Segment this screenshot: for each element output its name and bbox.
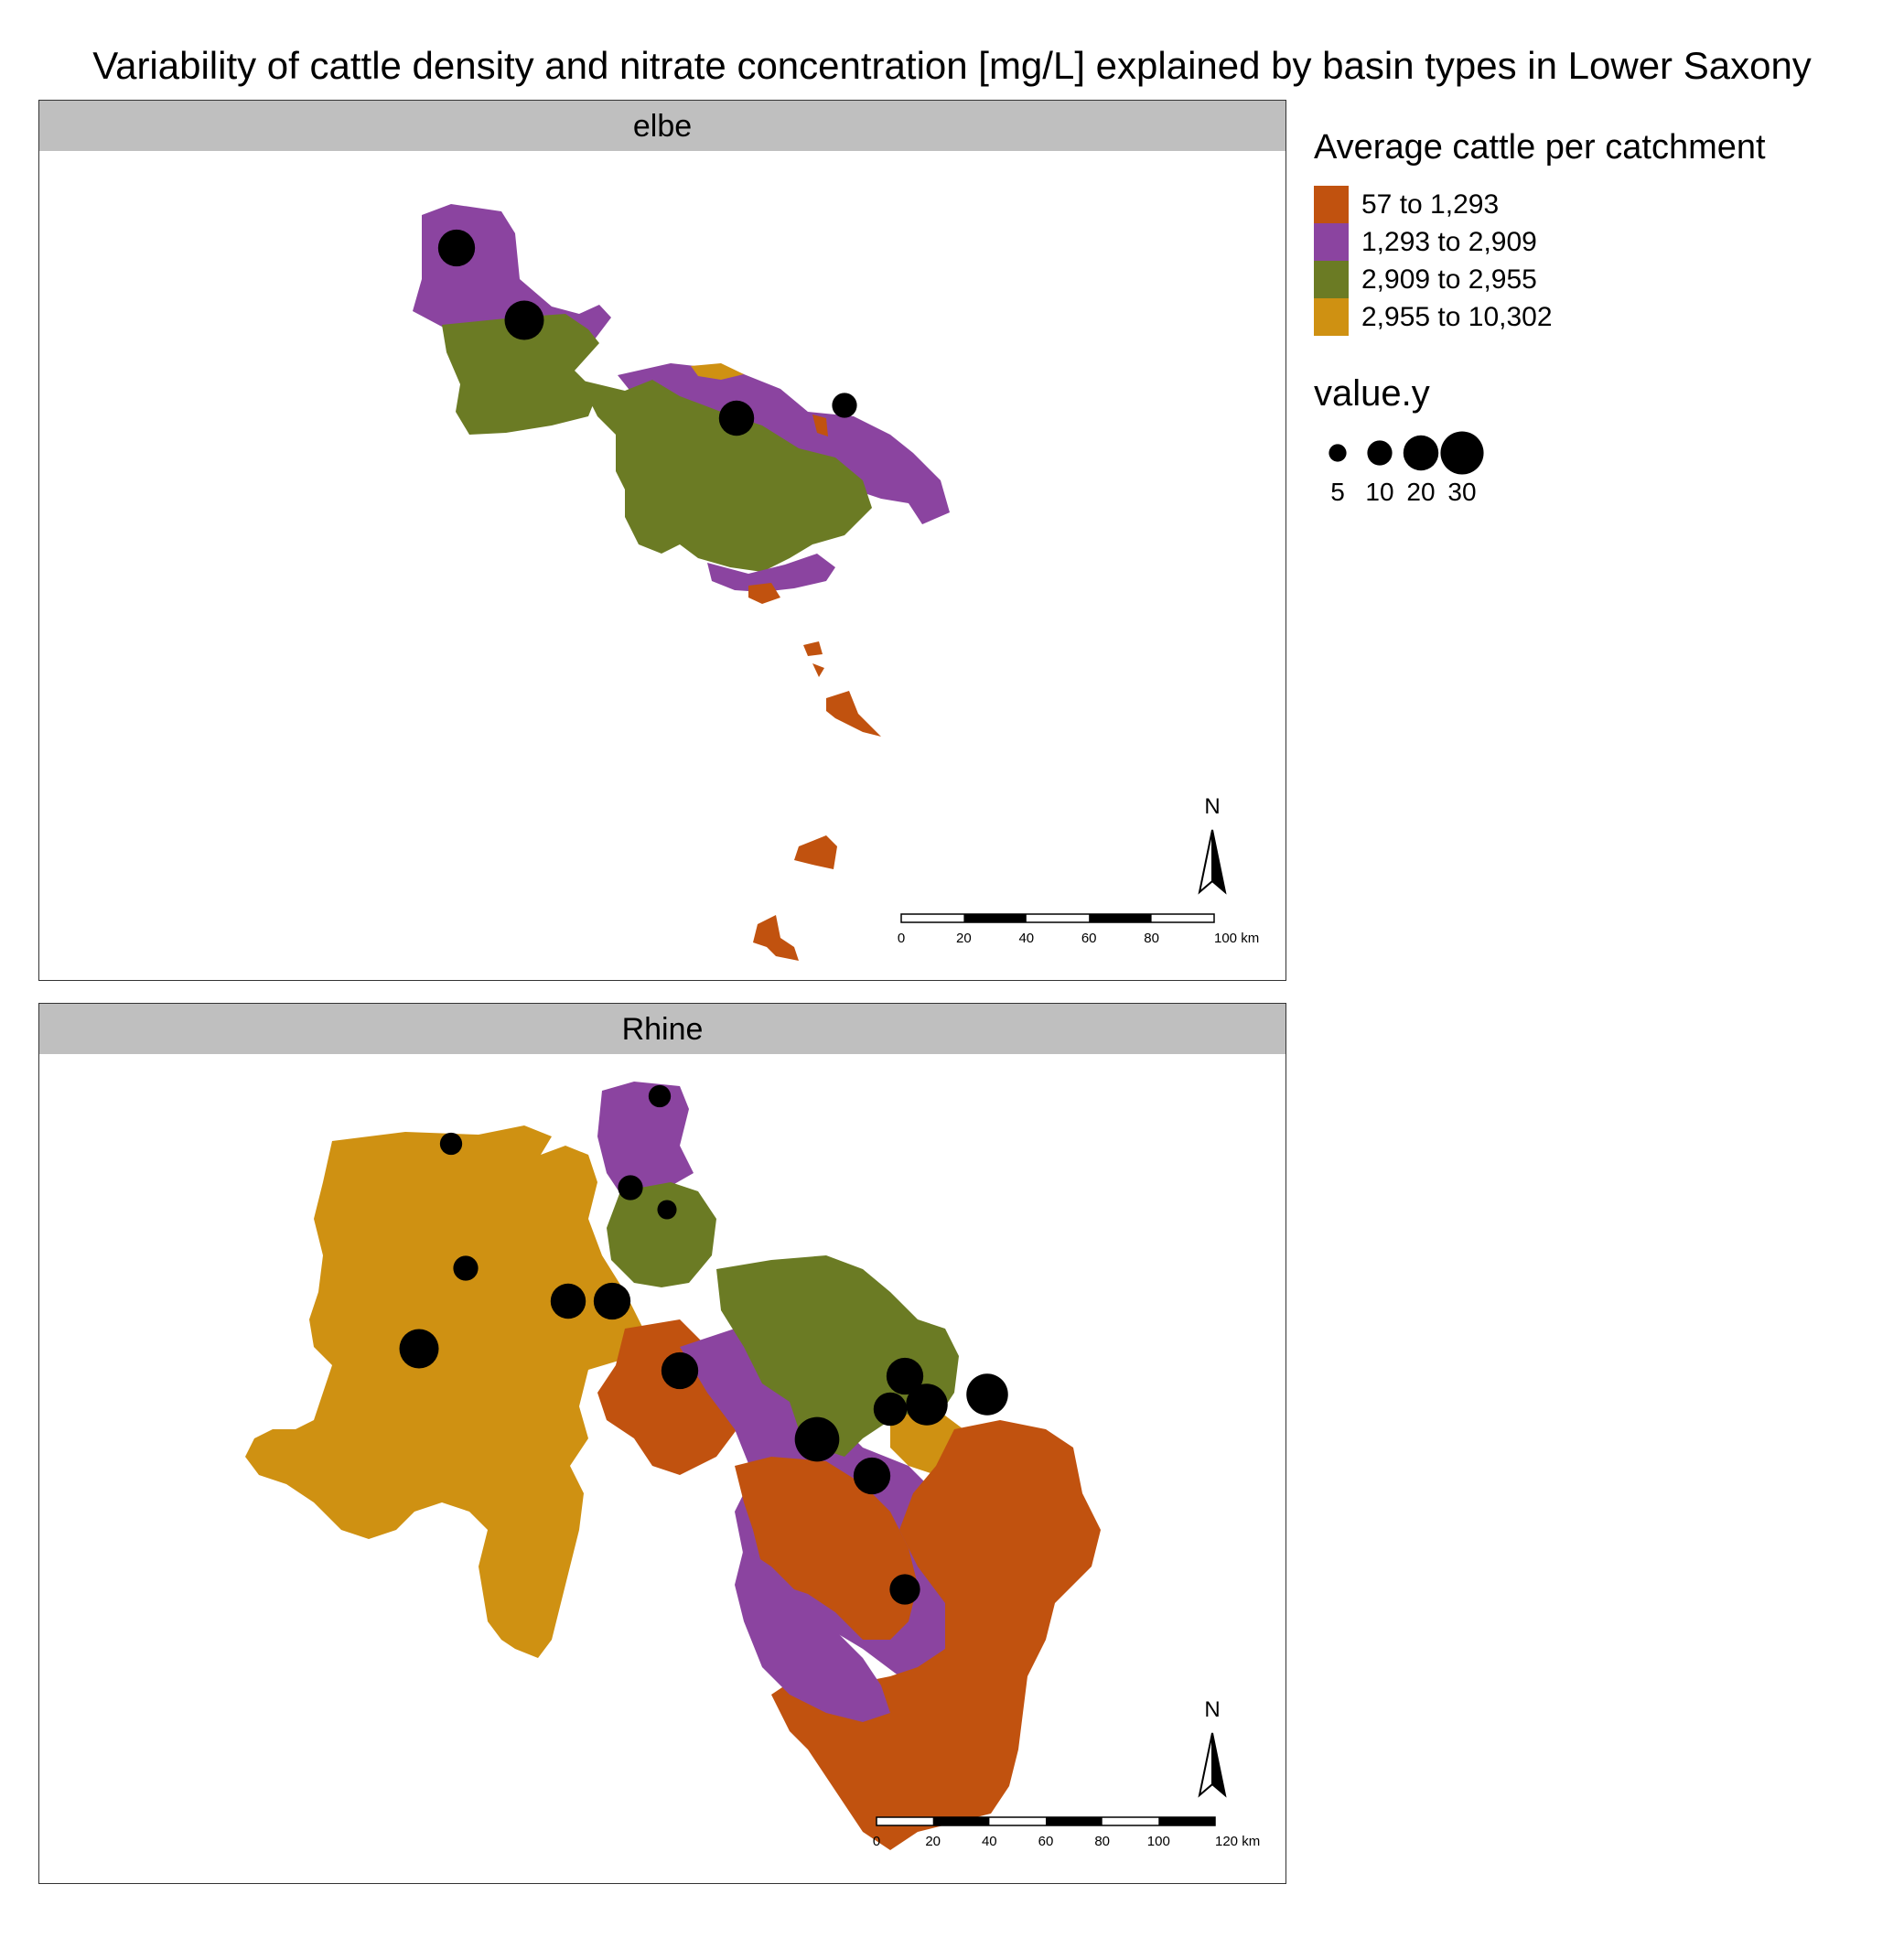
legend-title: value.y [1314, 373, 1430, 414]
scale-tick-label: 100 [1147, 1834, 1170, 1849]
sample-point [873, 1392, 908, 1427]
sample-point [906, 1384, 948, 1426]
legend-title: Average cattle per catchment [1314, 128, 1766, 167]
scale-tick-label: 40 [1018, 931, 1034, 946]
map-canvas: N 0 20 40 60 80 100 km [413, 204, 1259, 961]
facet-strip-label: elbe [38, 100, 1286, 153]
region-polygon [597, 1082, 694, 1200]
sample-point [794, 1416, 840, 1462]
sample-point [648, 1084, 672, 1108]
scale-tick-label: 80 [1094, 1834, 1110, 1849]
size-legend-symbol [1440, 431, 1484, 475]
size-legend-symbol [1403, 435, 1439, 471]
sample-point [966, 1373, 1008, 1416]
size-legend-label: 10 [1365, 478, 1393, 506]
map-title: Variability of cattle density and nitrat… [92, 44, 1812, 87]
scale-tick-label: 60 [1038, 1834, 1054, 1849]
fill-legend: Average cattle per catchment 57 to 1,293… [1314, 128, 1881, 336]
region-polygon [812, 663, 824, 677]
region-polygon [579, 380, 872, 572]
basin-polygons [245, 1082, 1101, 1850]
legend-label: 2,909 to 2,955 [1361, 264, 1537, 295]
region-polygon [735, 1548, 890, 1722]
sample-point [889, 1574, 920, 1605]
region-polygon [245, 1125, 643, 1658]
map-frame: N 0 20 40 60 80 100 km [38, 151, 1286, 981]
legend-swatch [1314, 223, 1349, 261]
map-frame: N 0 20 40 60 80 100 120 km [38, 1054, 1286, 1884]
sample-point [439, 1132, 463, 1156]
legend-label: 2,955 to 10,302 [1361, 301, 1553, 332]
sample-points [399, 1084, 1008, 1605]
north-label: N [1204, 1697, 1220, 1722]
scale-tick-label: 80 [1144, 931, 1159, 946]
legend-label: 1,293 to 2,909 [1361, 226, 1537, 257]
legend-swatch [1314, 186, 1349, 223]
sample-point [453, 1255, 479, 1281]
region-polygon [753, 915, 799, 961]
scale-bar: 0 20 40 60 80 100 120 km [873, 1816, 1260, 1849]
sample-point [399, 1329, 439, 1369]
region-polygon [748, 583, 780, 604]
size-legend-label: 20 [1406, 478, 1435, 506]
scale-tick-label: 20 [925, 1834, 941, 1849]
scale-tick-label: 0 [898, 931, 905, 946]
size-legend: value.y 5 10 20 30 [1314, 373, 1533, 512]
north-arrow-icon [1198, 829, 1213, 895]
sample-point [504, 300, 544, 340]
size-legend-label: 5 [1330, 478, 1345, 506]
scale-tick-label: 40 [982, 1834, 997, 1849]
sample-point [853, 1457, 891, 1495]
basin-polygons [413, 204, 950, 961]
legend-label: 57 to 1,293 [1361, 188, 1500, 220]
sample-point [593, 1282, 631, 1320]
sample-point [618, 1175, 643, 1200]
sample-point [661, 1351, 699, 1390]
scale-tick-label: 0 [873, 1834, 880, 1849]
sample-point [437, 229, 476, 267]
sample-point [832, 393, 857, 418]
sample-point [886, 1357, 924, 1395]
scale-tick-label: 120 km [1215, 1834, 1260, 1849]
north-arrow: N [1198, 1697, 1227, 1798]
legend-item: 1,293 to 2,909 [1314, 223, 1881, 261]
north-arrow-icon [1198, 1732, 1213, 1798]
region-polygon [735, 1457, 918, 1640]
region-polygon [442, 314, 599, 435]
legend-item: 57 to 1,293 [1314, 186, 1881, 223]
region-polygon [707, 554, 835, 592]
sample-point [657, 1200, 677, 1220]
legend-swatch [1314, 261, 1349, 298]
north-arrow: N [1198, 794, 1227, 895]
facet-strip-label: Rhine [38, 1003, 1286, 1056]
scale-tick-label: 20 [956, 931, 972, 946]
scale-bar: 0 20 40 60 80 100 km [898, 913, 1259, 946]
sample-point [550, 1283, 586, 1319]
region-polygon [803, 641, 823, 656]
size-legend-symbols: 5 10 20 30 [1328, 431, 1484, 506]
scale-tick-label: 60 [1081, 931, 1097, 946]
region-polygon [794, 835, 837, 869]
size-legend-symbol [1367, 440, 1393, 466]
size-legend-label: 30 [1447, 478, 1476, 506]
north-label: N [1204, 794, 1220, 819]
region-polygon [771, 1420, 1101, 1850]
map-canvas: N 0 20 40 60 80 100 120 km [245, 1082, 1260, 1850]
sample-point [718, 400, 755, 436]
sample-points [437, 229, 857, 436]
region-polygon [691, 363, 744, 380]
legend-item: 2,909 to 2,955 [1314, 261, 1881, 298]
region-polygon [607, 1182, 716, 1287]
scale-tick-label: 100 km [1214, 931, 1259, 946]
legend-swatch [1314, 298, 1349, 336]
region-polygon [826, 691, 881, 737]
size-legend-symbol [1328, 444, 1347, 462]
region-polygon [812, 415, 828, 436]
legend-item: 2,955 to 10,302 [1314, 298, 1881, 336]
